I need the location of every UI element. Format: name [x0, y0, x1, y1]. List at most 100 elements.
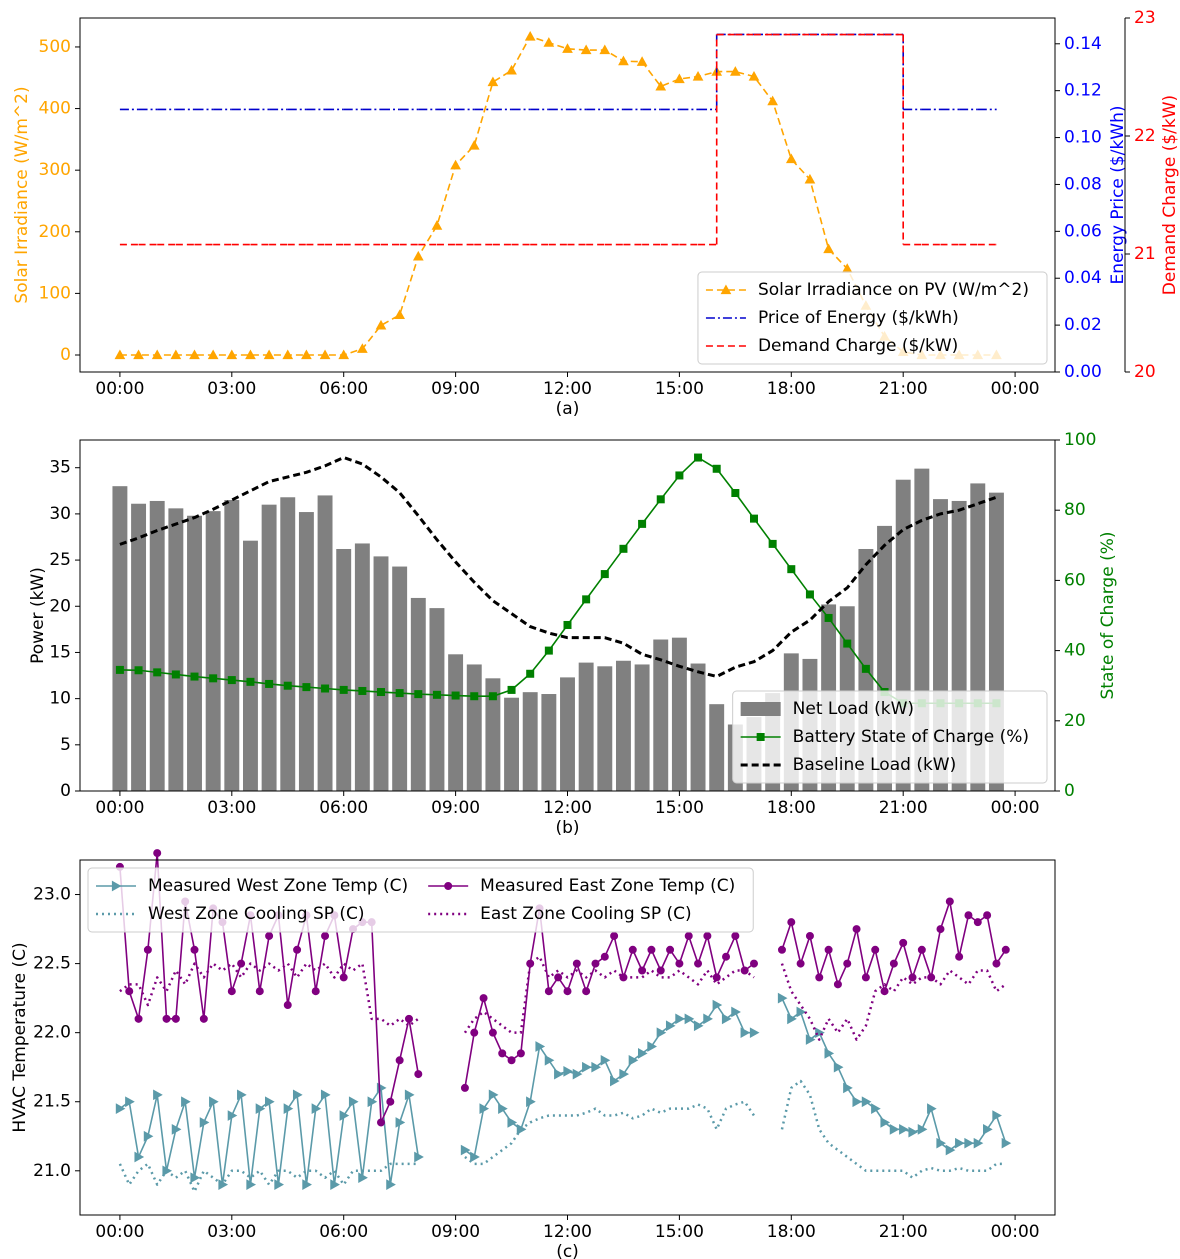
y2-tick-label: 0: [1064, 781, 1075, 801]
marker: [302, 1179, 312, 1190]
x-tick-label: 06:00: [319, 379, 368, 399]
marker: [563, 620, 572, 629]
legend-item: East Zone Cooling SP (C): [428, 904, 692, 924]
marker: [554, 973, 563, 982]
marker: [787, 918, 796, 927]
marker: [852, 1096, 863, 1108]
marker: [227, 987, 236, 996]
marker: [237, 959, 246, 968]
marker: [339, 973, 348, 982]
marker: [544, 987, 553, 996]
marker: [283, 1103, 294, 1114]
marker: [861, 664, 870, 673]
marker: [899, 1124, 909, 1135]
marker: [218, 1179, 229, 1190]
marker: [237, 1089, 247, 1101]
marker: [348, 1096, 359, 1108]
marker: [114, 349, 126, 360]
bar: [242, 540, 258, 791]
bar: [317, 495, 333, 791]
marker: [599, 44, 611, 55]
marker: [880, 987, 889, 996]
marker: [992, 959, 1001, 968]
marker: [526, 669, 535, 678]
bar: [485, 678, 501, 791]
marker: [319, 349, 331, 360]
marker: [357, 343, 368, 353]
marker: [833, 980, 842, 989]
marker: [255, 1103, 266, 1114]
marker: [412, 250, 424, 261]
y-tick-label: 100: [39, 283, 71, 303]
marker: [115, 665, 124, 674]
y3-tick-label: 22: [1134, 126, 1156, 146]
marker: [936, 1137, 947, 1149]
marker: [450, 159, 461, 170]
marker: [777, 945, 786, 954]
marker: [815, 973, 824, 982]
marker: [637, 1048, 648, 1059]
marker: [805, 590, 814, 599]
marker: [628, 945, 637, 954]
marker: [543, 37, 555, 47]
legend-label: Demand Charge ($/kW): [758, 336, 958, 356]
marker: [712, 464, 721, 473]
bar: [578, 662, 594, 791]
marker: [908, 1126, 919, 1138]
x-tick-label: 03:00: [207, 798, 256, 818]
marker: [507, 685, 516, 694]
legend: Measured West Zone Temp (C) West Zone Coo…: [87, 867, 754, 933]
marker: [712, 973, 721, 982]
marker: [451, 691, 460, 700]
marker: [414, 1070, 423, 1079]
legend-item: West Zone Cooling SP (C): [96, 904, 365, 924]
bar: [466, 664, 482, 791]
marker: [283, 1001, 292, 1010]
marker: [386, 1097, 395, 1106]
marker: [394, 309, 406, 320]
bar: [560, 677, 575, 791]
legend-item: Solar Irradiance on PV (W/m^2): [705, 280, 1029, 300]
marker: [843, 1082, 853, 1094]
marker: [153, 668, 162, 677]
marker: [479, 1103, 490, 1114]
bar: [541, 694, 557, 791]
marker: [833, 1061, 844, 1073]
legend-item: Net Load (kW): [740, 699, 914, 719]
marker: [444, 882, 453, 890]
marker: [619, 973, 628, 982]
line: [119, 997, 1007, 1186]
marker: [111, 880, 122, 892]
x-tick-label: 00:00: [95, 1222, 144, 1242]
marker: [703, 931, 712, 940]
marker: [722, 952, 731, 961]
legend-box: [732, 690, 1048, 784]
marker: [479, 994, 488, 1003]
y-tick-label: 21.0: [33, 1161, 71, 1181]
marker: [535, 1041, 546, 1052]
marker: [143, 1130, 154, 1142]
marker: [404, 1014, 413, 1023]
legend-swatch: [740, 702, 781, 716]
marker: [600, 952, 609, 961]
marker: [666, 945, 675, 954]
marker: [498, 1103, 508, 1114]
bar: [280, 497, 296, 791]
bar: [261, 504, 277, 791]
bar: [354, 543, 370, 791]
bar: [224, 500, 240, 791]
marker: [265, 679, 274, 688]
y-tick-label: 10: [49, 689, 71, 709]
x-tick-label: 00:00: [95, 798, 144, 818]
legend-item: Price of Energy ($/kWh): [705, 308, 959, 328]
marker: [562, 43, 573, 53]
marker: [358, 686, 367, 695]
marker: [245, 349, 256, 360]
marker: [395, 1056, 404, 1065]
marker: [656, 1027, 667, 1039]
marker: [628, 1054, 639, 1066]
marker: [134, 666, 143, 675]
marker: [694, 453, 703, 462]
x-axis-label: (a): [556, 399, 580, 419]
y2-tick-label: 40: [1064, 641, 1086, 661]
